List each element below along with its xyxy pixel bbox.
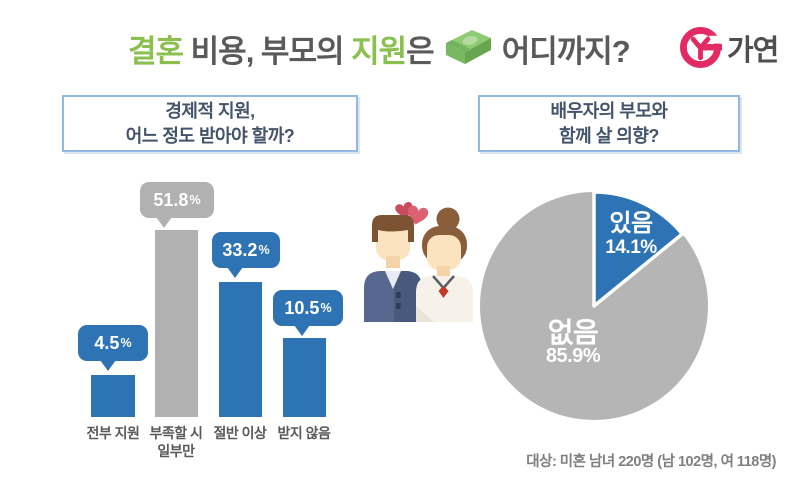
title-tail: 어디까지?: [501, 33, 631, 69]
bar: [155, 230, 198, 417]
title-highlight-2: 지원: [351, 33, 407, 69]
bar-chart-title-box: 경제적 지원, 어느 정도 받아야 할까?: [62, 95, 358, 152]
bride-figure: [416, 207, 473, 322]
brand-name: 가연: [727, 34, 779, 67]
pie-chart-title-box: 배우자의 부모와 함께 살 의향?: [478, 95, 740, 152]
pie-slice-value: 14.1%: [605, 237, 657, 258]
gayeon-logo-icon: [679, 26, 722, 69]
value-callout: 10.5%: [273, 290, 343, 336]
title-highlight-1: 결혼: [128, 33, 184, 69]
bar: [219, 282, 262, 417]
page-title: 결혼 비용, 부모의 지원 은 어디까지?: [128, 22, 631, 74]
value-callout: 33.2%: [212, 232, 280, 278]
callout-value: 10.5: [284, 297, 320, 318]
pie-slice-value: 85.9%: [545, 345, 601, 367]
pie-chart-title-line2: 함께 살 의향?: [559, 125, 659, 146]
brand-logo: 가연: [679, 26, 779, 69]
callout-unit: %: [120, 336, 132, 350]
title-particle: 은: [406, 33, 435, 69]
bar-category-label: 전부 지원: [86, 425, 140, 441]
callout-value: 51.8: [153, 189, 189, 210]
heart-icon: [408, 205, 429, 225]
bar-category-label: 부족할 시 일부만: [149, 425, 203, 460]
pie-chart-title-line1: 배우자의 부모와: [550, 101, 668, 122]
heart-icon: [395, 202, 413, 219]
title-middle: 비용, 부모의: [183, 33, 352, 69]
bar-category-label: 받지 않음: [277, 425, 331, 441]
bar-category-label: 절반 이상: [213, 425, 267, 441]
pie-slice-label: 없음: [547, 317, 599, 348]
money-bills-icon: [445, 30, 491, 64]
value-callout: 51.8%: [140, 182, 214, 228]
callout-unit: %: [258, 243, 270, 257]
pie-chart: [480, 190, 708, 420]
callout-value: 4.5: [94, 332, 120, 353]
bar: [283, 338, 326, 417]
wedding-couple-icon: [364, 202, 473, 322]
value-callout: 4.5%: [78, 325, 148, 371]
bar-chart-title-line2: 어느 정도 받아야 할까?: [125, 125, 295, 146]
pie-slice-label: 있음: [609, 210, 653, 237]
callout-unit: %: [320, 301, 332, 315]
bar: [91, 375, 135, 417]
bar-chart-title-line1: 경제적 지원,: [165, 101, 255, 122]
callout-unit: %: [189, 193, 201, 207]
groom-figure: [364, 215, 422, 322]
survey-sample-note: 대상: 미혼 남녀 220명 (남 102명, 여 118명): [526, 454, 776, 470]
callout-value: 33.2: [222, 239, 258, 260]
